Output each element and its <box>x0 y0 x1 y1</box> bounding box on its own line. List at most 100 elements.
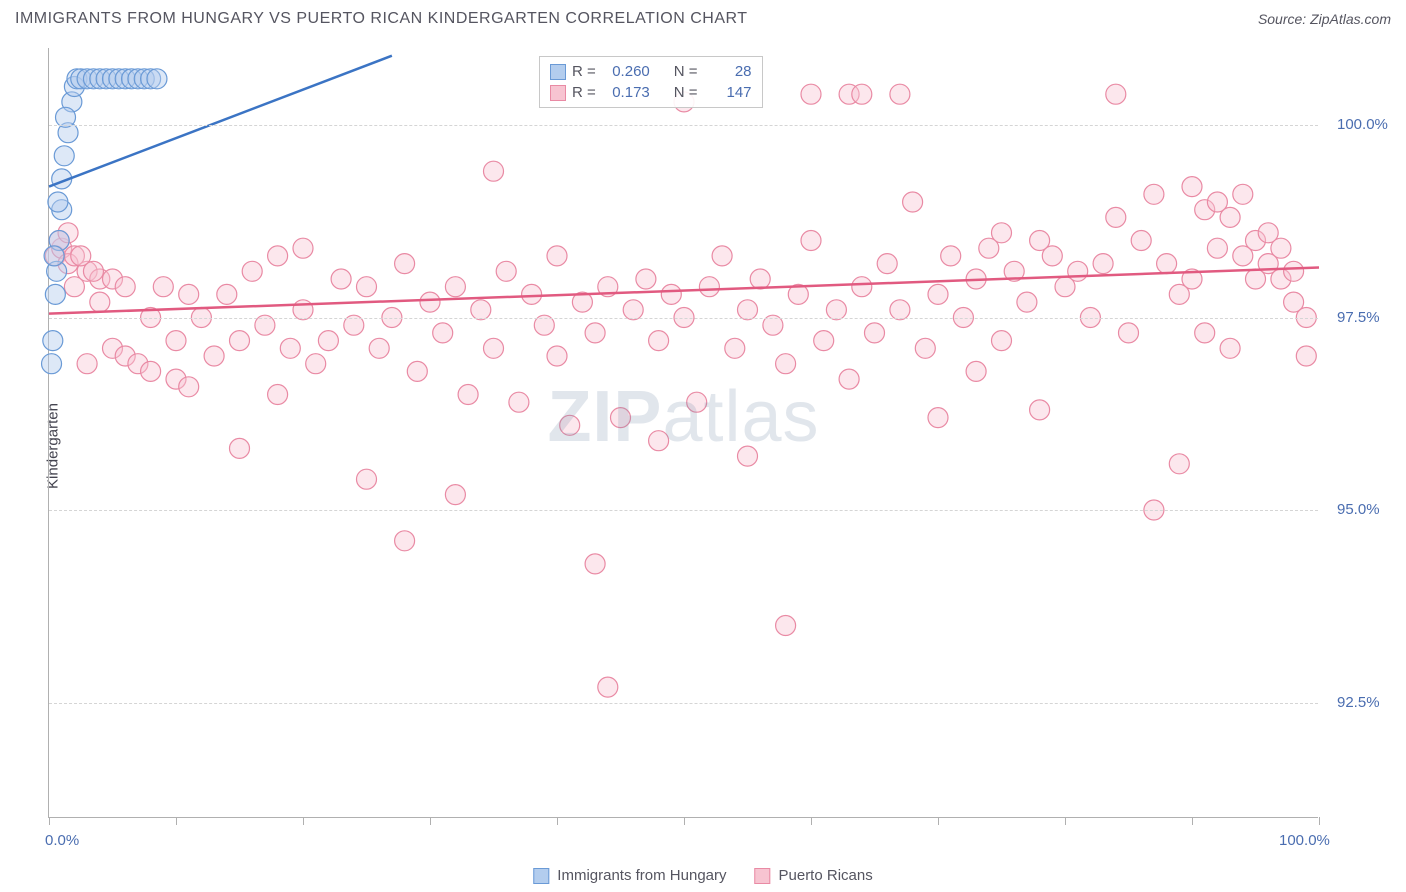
data-point <box>928 408 948 428</box>
data-point <box>814 331 834 351</box>
data-point <box>636 269 656 289</box>
gridline <box>49 125 1318 126</box>
data-point <box>43 331 63 351</box>
data-point <box>230 331 250 351</box>
chart-header: IMMIGRANTS FROM HUNGARY VS PUERTO RICAN … <box>0 0 1406 36</box>
data-point <box>1017 292 1037 312</box>
source-value: ZipAtlas.com <box>1310 11 1391 27</box>
data-point <box>45 284 65 304</box>
data-point <box>649 431 669 451</box>
x-left-label: 0.0% <box>45 832 79 849</box>
data-point <box>496 261 516 281</box>
data-point <box>1106 84 1126 104</box>
stats-legend: R = 0.260 N = 28 R = 0.173 N = 147 <box>539 56 763 108</box>
data-point <box>445 485 465 505</box>
data-point <box>1068 261 1088 281</box>
r-value-pr: 0.173 <box>602 84 650 101</box>
data-point <box>90 292 110 312</box>
data-point <box>357 277 377 297</box>
r-value-hungary: 0.260 <box>602 63 650 80</box>
data-point <box>44 246 64 266</box>
n-value-pr: 147 <box>704 84 752 101</box>
x-tick <box>1192 817 1193 825</box>
data-point <box>712 246 732 266</box>
data-point <box>141 361 161 381</box>
x-tick <box>176 817 177 825</box>
data-point <box>42 354 62 374</box>
x-right-label: 100.0% <box>1279 832 1330 849</box>
data-point <box>369 338 389 358</box>
data-point <box>357 469 377 489</box>
chart-plot-area: ZIPatlas R = 0.260 N = 28 R = 0.173 N = … <box>48 48 1318 818</box>
x-tick <box>1319 817 1320 825</box>
data-point <box>1296 346 1316 366</box>
data-point <box>280 338 300 358</box>
data-point <box>941 246 961 266</box>
data-point <box>839 369 859 389</box>
x-tick <box>684 817 685 825</box>
data-point <box>522 284 542 304</box>
data-point <box>293 238 313 258</box>
x-tick <box>303 817 304 825</box>
data-point <box>1233 184 1253 204</box>
data-point <box>306 354 326 374</box>
r-label: R = <box>572 63 596 80</box>
data-point <box>801 231 821 251</box>
y-tick-label: 100.0% <box>1337 116 1388 133</box>
r-label-2: R = <box>572 84 596 101</box>
data-point <box>725 338 745 358</box>
source-prefix: Source: <box>1258 11 1310 27</box>
data-point <box>750 269 770 289</box>
bottom-legend-hungary: Immigrants from Hungary <box>533 867 726 884</box>
data-point <box>776 354 796 374</box>
data-point <box>318 331 338 351</box>
bottom-swatch-hungary <box>533 868 549 884</box>
data-point <box>915 338 935 358</box>
bottom-legend-pr: Puerto Ricans <box>755 867 873 884</box>
x-tick <box>811 817 812 825</box>
data-point <box>484 161 504 181</box>
data-point <box>1195 323 1215 343</box>
data-point <box>1042 246 1062 266</box>
data-point <box>204 346 224 366</box>
data-point <box>48 192 68 212</box>
chart-title: IMMIGRANTS FROM HUNGARY VS PUERTO RICAN … <box>15 10 748 28</box>
n-value-hungary: 28 <box>704 63 752 80</box>
n-label-2: N = <box>674 84 698 101</box>
legend-swatch-hungary <box>550 64 566 80</box>
data-point <box>179 377 199 397</box>
data-point <box>331 269 351 289</box>
data-point <box>992 223 1012 243</box>
data-point <box>585 554 605 574</box>
data-point <box>547 346 567 366</box>
data-point <box>1093 254 1113 274</box>
data-point <box>852 277 872 297</box>
data-point <box>179 284 199 304</box>
data-point <box>852 84 872 104</box>
data-point <box>801 84 821 104</box>
y-tick-label: 97.5% <box>1337 309 1380 326</box>
data-point <box>776 616 796 636</box>
data-point <box>1220 207 1240 227</box>
data-point <box>407 361 427 381</box>
bottom-label-hungary: Immigrants from Hungary <box>557 867 726 884</box>
stats-legend-row-hungary: R = 0.260 N = 28 <box>550 61 752 82</box>
data-point <box>230 438 250 458</box>
gridline <box>49 318 1318 319</box>
gridline <box>49 510 1318 511</box>
data-point <box>420 292 440 312</box>
gridline <box>49 703 1318 704</box>
data-point <box>433 323 453 343</box>
data-point <box>1131 231 1151 251</box>
data-point <box>445 277 465 297</box>
data-point <box>458 385 478 405</box>
data-point <box>242 261 262 281</box>
data-point <box>699 277 719 297</box>
trend-line <box>49 267 1319 313</box>
data-point <box>115 277 135 297</box>
data-point <box>1271 238 1291 258</box>
bottom-label-pr: Puerto Ricans <box>779 867 873 884</box>
data-point <box>395 531 415 551</box>
data-point <box>966 361 986 381</box>
data-point <box>395 254 415 274</box>
